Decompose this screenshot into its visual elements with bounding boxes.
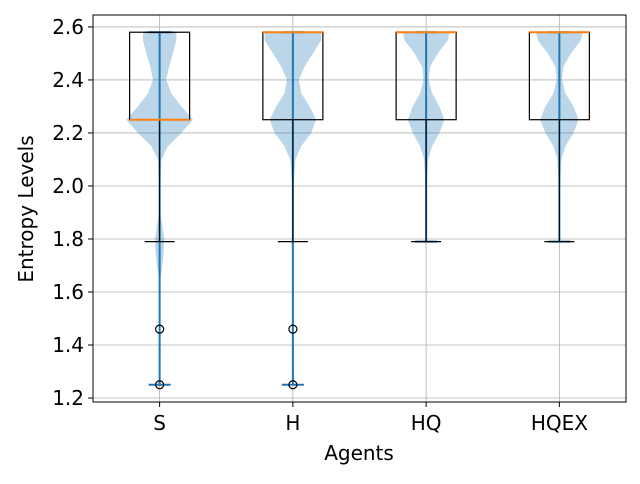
box-flier [288,324,298,334]
y-tick-label: 1.8 [52,227,84,251]
tick-layer: 1.2 1.4 1.6 1.8 2.0 2.2 2.4 2.6 S H HQ HQEX [52,15,588,435]
x-axis-label: Agents [324,441,394,465]
y-tick-label: 1.4 [52,333,84,357]
x-tick-label: HQ [411,411,442,435]
box-layer [129,31,590,390]
box-flier [155,324,165,334]
y-axis-label: Entropy Levels [14,135,38,282]
y-tick-label: 2.2 [52,121,84,145]
x-tick-label: H [285,411,300,435]
box-flier [155,380,165,390]
x-tick-label: HQEX [531,411,588,435]
grid-layer [93,15,626,402]
y-tick-label: 2.4 [52,68,84,92]
y-tick-label: 1.2 [52,386,84,410]
y-tick-label: 2.6 [52,15,84,39]
plot-frame [92,14,627,403]
x-tick-label: S [153,411,166,435]
y-tick-label: 1.6 [52,280,84,304]
y-tick-label: 2.0 [52,174,84,198]
violin-layer [126,31,583,386]
box-flier [288,380,298,390]
